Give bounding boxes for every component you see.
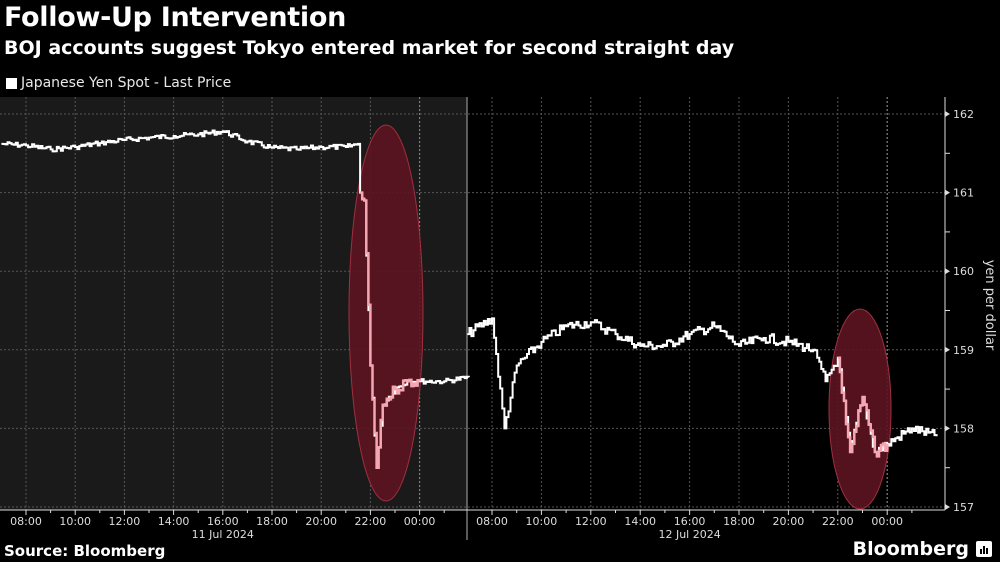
svg-text:12:00: 12:00 [575,515,607,528]
svg-text:11 Jul 2024: 11 Jul 2024 [192,528,254,541]
brand-logo: Bloomberg [853,538,992,560]
brand-name: Bloomberg [852,538,969,560]
svg-text:00:00: 00:00 [404,515,436,528]
svg-text:157: 157 [953,501,974,514]
svg-text:08:00: 08:00 [10,515,42,528]
y-axis-label: yen per dollar [982,260,997,351]
svg-text:161: 161 [953,187,974,200]
svg-text:22:00: 22:00 [822,515,854,528]
svg-text:20:00: 20:00 [773,515,805,528]
chart-title: Follow-Up Intervention [4,2,347,33]
source-note: Source: Bloomberg [4,542,166,560]
svg-text:00:00: 00:00 [871,515,903,528]
svg-text:158: 158 [953,422,974,435]
price-line-highlight [360,191,421,469]
svg-text:14:00: 14:00 [624,515,656,528]
svg-text:16:00: 16:00 [674,515,706,528]
price-line-highlight [837,356,889,458]
svg-text:20:00: 20:00 [305,515,337,528]
svg-text:14:00: 14:00 [158,515,190,528]
svg-text:159: 159 [953,344,974,357]
svg-text:08:00: 08:00 [476,515,508,528]
bloomberg-chart-icon [976,541,992,557]
svg-text:12:00: 12:00 [109,515,141,528]
svg-text:22:00: 22:00 [355,515,387,528]
legend: Japanese Yen Spot - Last Price [6,75,231,91]
svg-text:10:00: 10:00 [59,515,91,528]
chart-subtitle: BOJ accounts suggest Tokyo entered marke… [4,37,735,59]
legend-swatch-icon [6,77,17,89]
svg-text:12 Jul 2024: 12 Jul 2024 [658,528,720,541]
svg-text:160: 160 [953,265,974,278]
svg-text:10:00: 10:00 [526,515,558,528]
svg-text:18:00: 18:00 [256,515,288,528]
svg-text:16:00: 16:00 [207,515,239,528]
legend-label: Japanese Yen Spot - Last Price [21,75,232,91]
svg-text:18:00: 18:00 [723,515,755,528]
svg-text:162: 162 [953,108,974,121]
